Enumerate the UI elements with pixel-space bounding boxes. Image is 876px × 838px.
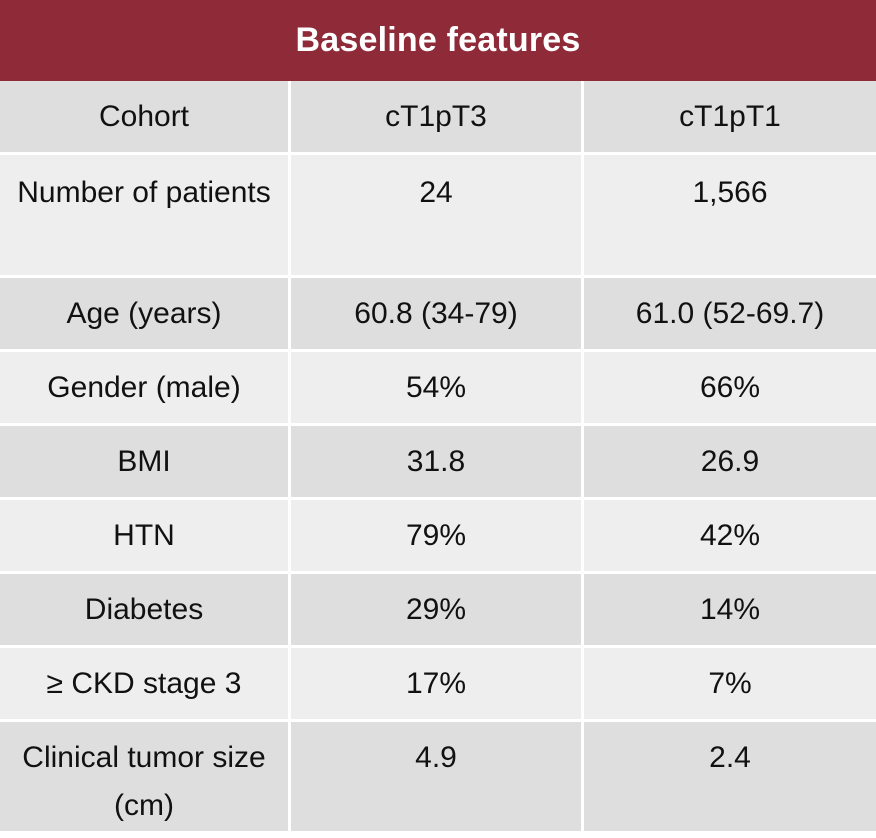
value-cell: 31.8: [291, 426, 584, 500]
row-label-cell: BMI: [0, 426, 291, 500]
header-cell-ct1pt1: cT1pT1: [584, 81, 876, 155]
row-label-cell: Age (years): [0, 278, 291, 352]
row-label-cell: Number of patients: [0, 155, 291, 278]
header-cell-ct1pt3: cT1pT3: [291, 81, 584, 155]
value-cell: 54%: [291, 352, 584, 426]
value-cell: 66%: [584, 352, 876, 426]
row-label-cell: Clinical tumor size (cm): [0, 722, 291, 831]
value-cell: 79%: [291, 500, 584, 574]
value-cell: 17%: [291, 648, 584, 722]
row-label-cell: HTN: [0, 500, 291, 574]
value-cell: 14%: [584, 574, 876, 648]
value-cell: 7%: [584, 648, 876, 722]
value-cell: 1,566: [584, 155, 876, 278]
value-cell: 26.9: [584, 426, 876, 500]
value-cell: 60.8 (34-79): [291, 278, 584, 352]
value-cell: 29%: [291, 574, 584, 648]
row-label-cell: Gender (male): [0, 352, 291, 426]
table-title: Baseline features: [0, 0, 876, 81]
value-cell: 24: [291, 155, 584, 278]
table-grid: Cohort cT1pT3 cT1pT1 Number of patients …: [0, 81, 876, 831]
row-label-cell: Diabetes: [0, 574, 291, 648]
value-cell: 4.9: [291, 722, 584, 831]
row-label-cell: ≥ CKD stage 3: [0, 648, 291, 722]
value-cell: 2.4: [584, 722, 876, 831]
value-cell: 42%: [584, 500, 876, 574]
header-cell-cohort: Cohort: [0, 81, 291, 155]
value-cell: 61.0 (52-69.7): [584, 278, 876, 352]
